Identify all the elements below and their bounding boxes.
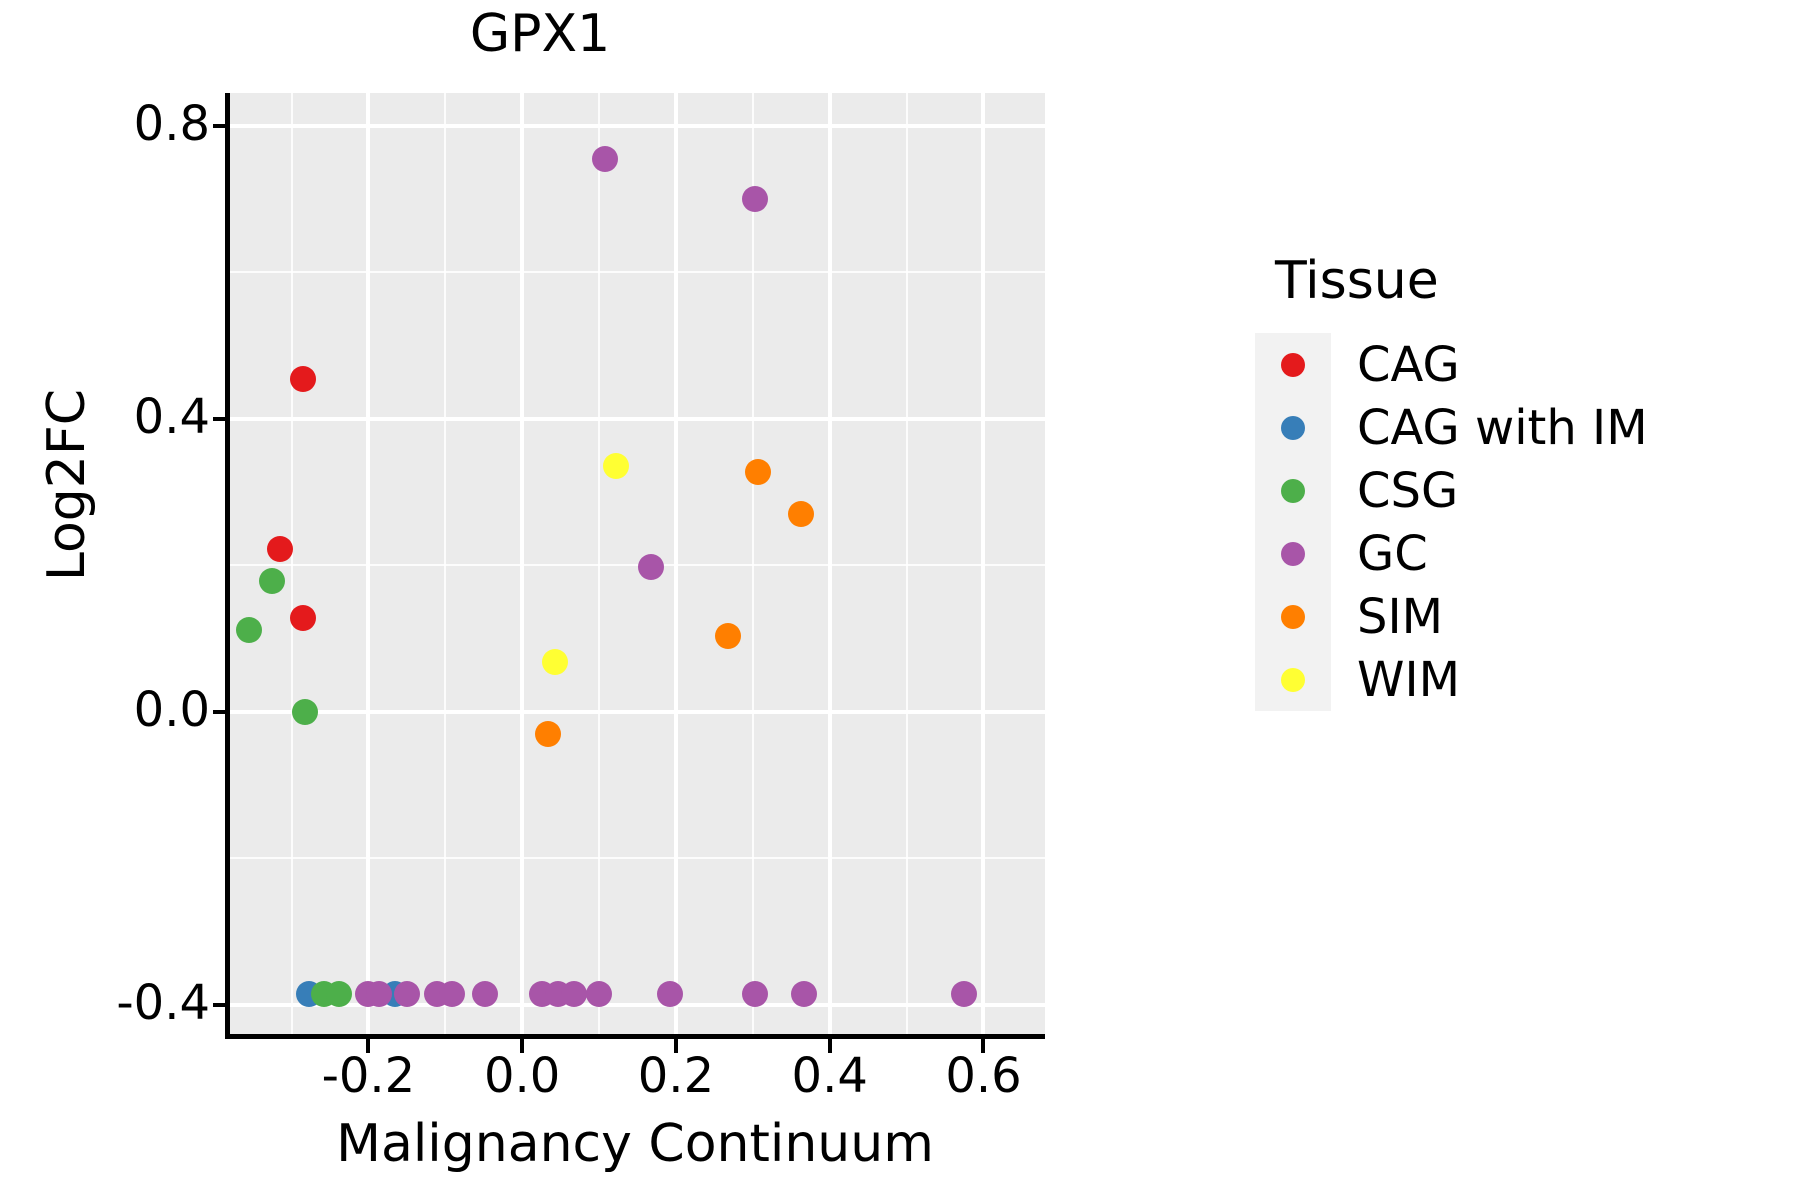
- legend-item-cag[interactable]: CAG: [1255, 333, 1775, 396]
- y-tick-label: -0.4: [116, 974, 210, 1031]
- y-axis-line: [225, 93, 230, 1038]
- x-axis-line: [225, 1034, 1045, 1039]
- y-tick-mark: [213, 123, 225, 128]
- data-point: [472, 980, 499, 1007]
- data-point: [393, 980, 420, 1007]
- legend: Tissue CAG CAG with IM CSG GC SIM WIM: [1255, 255, 1775, 711]
- legend-swatch-cell: [1255, 396, 1331, 459]
- gridline-minor-vertical: [751, 93, 754, 1034]
- gridline-major-horizontal: [230, 416, 1045, 421]
- plot-panel: [230, 93, 1045, 1034]
- data-point: [561, 980, 588, 1007]
- y-tick-label: 0.4: [133, 388, 210, 445]
- data-point: [787, 501, 814, 528]
- gridline-major-horizontal: [230, 123, 1045, 128]
- x-axis-title: Malignancy Continuum: [336, 1114, 934, 1174]
- gridline-minor-vertical: [290, 93, 293, 1034]
- data-point: [290, 365, 317, 392]
- data-point: [602, 453, 629, 480]
- data-point: [592, 145, 619, 172]
- gridline-major-vertical: [366, 93, 371, 1034]
- legend-item-gc[interactable]: GC: [1255, 522, 1775, 585]
- data-point: [742, 186, 769, 213]
- x-tick-mark: [520, 1039, 525, 1053]
- data-point: [742, 980, 769, 1007]
- gridline-minor-horizontal: [230, 564, 1045, 567]
- data-point: [290, 605, 317, 632]
- gridline-minor-horizontal: [230, 271, 1045, 274]
- x-tick-labels: -0.2 0.0 0.2 0.4 0.6: [0, 1052, 1800, 1122]
- x-tick-label: 0.0: [483, 1048, 561, 1104]
- legend-item-label: SIM: [1357, 588, 1444, 645]
- x-tick-mark: [981, 1039, 986, 1053]
- legend-dot-icon: [1281, 478, 1305, 503]
- legend-dot-icon: [1281, 541, 1305, 566]
- legend-swatch-cell: [1255, 333, 1331, 396]
- gridline-major-horizontal: [230, 1002, 1045, 1007]
- y-tick-mark: [213, 416, 225, 421]
- gridline-minor-vertical: [598, 93, 601, 1034]
- legend-swatch-cell: [1255, 459, 1331, 522]
- data-point: [542, 648, 569, 675]
- data-point: [745, 458, 772, 485]
- legend-swatch-cell: [1255, 585, 1331, 648]
- y-tick-mark: [213, 709, 225, 714]
- gridline-major-horizontal: [230, 709, 1045, 714]
- x-tick-mark: [366, 1039, 371, 1053]
- legend-item-label: CSG: [1357, 462, 1459, 519]
- legend-item-wim[interactable]: WIM: [1255, 648, 1775, 711]
- y-tick-marks: [213, 0, 225, 1200]
- legend-swatch-cell: [1255, 648, 1331, 711]
- x-tick-label: -0.2: [321, 1048, 416, 1104]
- data-point: [715, 623, 742, 650]
- legend-item-cag-with-im[interactable]: CAG with IM: [1255, 396, 1775, 459]
- legend-item-label: GC: [1357, 525, 1428, 582]
- x-tick-marks: [0, 1039, 1800, 1053]
- y-tick-mark: [213, 1002, 225, 1007]
- data-point: [535, 720, 562, 747]
- legend-dot-icon: [1281, 604, 1305, 629]
- x-tick-label: 0.4: [791, 1048, 868, 1104]
- data-point: [236, 616, 263, 643]
- data-point: [439, 980, 466, 1007]
- legend-item-label: CAG: [1357, 336, 1460, 393]
- legend-item-label: WIM: [1357, 651, 1461, 708]
- y-tick-labels: -0.4 0.0 0.4 0.8: [50, 0, 210, 1200]
- x-tick-mark: [827, 1039, 832, 1053]
- gridline-minor-vertical: [444, 93, 447, 1034]
- page-title: GPX1: [469, 4, 611, 64]
- legend-dot-icon: [1281, 667, 1305, 692]
- data-point: [326, 980, 353, 1007]
- legend-item-label: CAG with IM: [1357, 399, 1648, 456]
- gridline-major-vertical: [827, 93, 832, 1034]
- data-point: [656, 980, 683, 1007]
- legend-key-background: [1255, 333, 1331, 711]
- data-point: [259, 568, 286, 595]
- x-tick-label: 0.2: [637, 1048, 715, 1104]
- legend-item-csg[interactable]: CSG: [1255, 459, 1775, 522]
- legend-swatch-cell: [1255, 522, 1331, 585]
- legend-item-sim[interactable]: SIM: [1255, 585, 1775, 648]
- legend-entries: CAG CAG with IM CSG GC SIM WIM: [1255, 333, 1775, 711]
- data-point: [266, 536, 293, 563]
- gridline-minor-horizontal: [230, 857, 1045, 860]
- data-point: [638, 553, 665, 580]
- x-tick-mark: [673, 1039, 678, 1053]
- data-point: [291, 698, 318, 725]
- gridline-major-vertical: [520, 93, 525, 1034]
- gridline-major-vertical: [981, 93, 986, 1034]
- y-tick-label: 0.0: [133, 681, 210, 738]
- gridline-major-vertical: [673, 93, 678, 1034]
- data-point: [790, 980, 817, 1007]
- data-point: [366, 980, 393, 1007]
- gridline-minor-vertical: [905, 93, 908, 1034]
- legend-dot-icon: [1281, 415, 1305, 440]
- data-point: [951, 980, 978, 1007]
- legend-dot-icon: [1281, 352, 1305, 377]
- data-point: [586, 980, 613, 1007]
- x-tick-label: 0.6: [945, 1048, 1022, 1104]
- y-tick-label: 0.8: [133, 95, 210, 152]
- legend-title: Tissue: [1275, 251, 1439, 311]
